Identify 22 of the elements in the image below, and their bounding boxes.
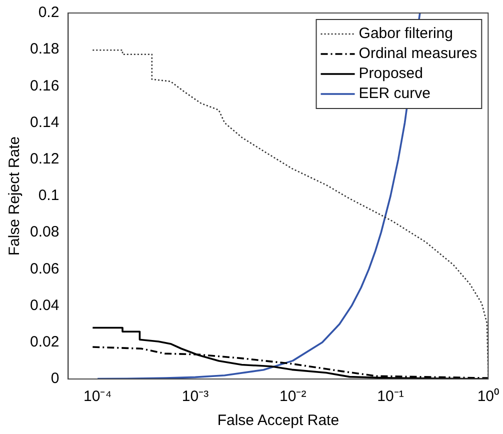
x-tick-label: 10⁻⁴: [84, 388, 112, 406]
legend-label: Proposed: [358, 65, 423, 82]
x-tick-label: 10⁰: [477, 388, 499, 406]
y-tick-label: 0.06: [30, 260, 60, 278]
y-tick-label: 0.14: [30, 114, 60, 131]
x-tick-label: 10⁻²: [280, 388, 306, 406]
y-tick-label: 0.08: [30, 224, 60, 241]
y-tick-label: 0.04: [30, 296, 60, 314]
x-tick-label: 10⁻¹: [377, 388, 404, 406]
legend-label: Ordinal measures: [358, 45, 478, 62]
x-tick-label: 10⁻³: [182, 388, 209, 406]
legend-label: EER curve: [358, 85, 430, 102]
y-axis-title: False Reject Rate: [6, 136, 24, 256]
y-tick-label: 0.1: [38, 187, 60, 204]
legend-label: Gabor filtering: [358, 25, 453, 42]
y-tick-label: 0.2: [38, 4, 60, 22]
y-tick-label: 0: [50, 370, 60, 388]
y-tick-label: 0.02: [30, 334, 60, 351]
y-tick-label: 0.16: [30, 77, 60, 94]
y-tick-label: 0.18: [30, 40, 60, 58]
y-tick-label: 0.12: [30, 150, 60, 168]
x-axis-title: False Accept Rate: [217, 412, 340, 430]
